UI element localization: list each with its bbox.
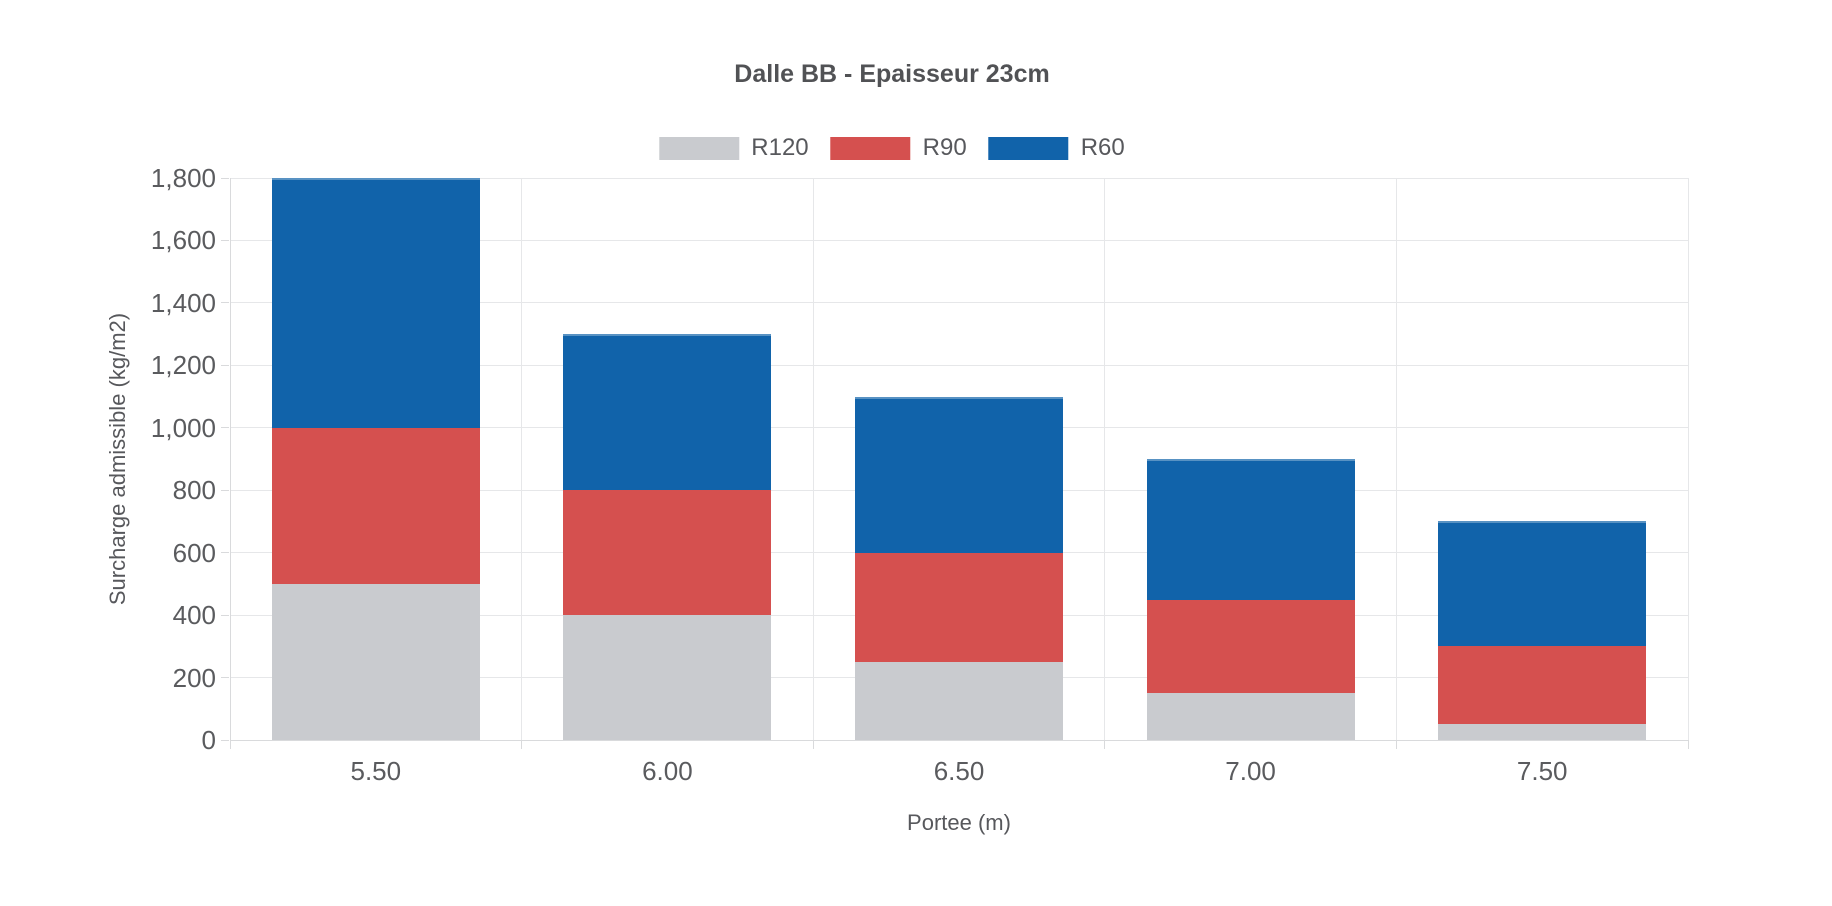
y-tick-mark-0 xyxy=(221,739,229,741)
legend-item-R60: R60 xyxy=(988,134,1125,162)
x-tick-mark-4 xyxy=(1395,740,1397,749)
y-tick-label-600: 600 xyxy=(172,537,216,568)
y-tick-mark-800 xyxy=(221,489,229,491)
bar-segment-R90-7.00 xyxy=(1146,599,1355,694)
y-gridline-1400 xyxy=(230,302,1688,304)
chart-title: Dalle BB - Epaisseur 23cm xyxy=(734,60,1050,88)
y-tick-mark-600 xyxy=(221,552,229,554)
y-tick-label-0: 0 xyxy=(201,725,216,755)
x-gridline-2 xyxy=(812,178,814,740)
legend-item-R90: R90 xyxy=(830,134,967,162)
y-axis-title: Surcharge admissible (kg/m2) xyxy=(105,312,130,606)
legend-swatch-R60 xyxy=(988,136,1069,160)
legend-label-R60: R60 xyxy=(1080,134,1125,161)
x-tick-label-5.50: 5.50 xyxy=(350,756,402,786)
bar-segment-R120-6.00 xyxy=(563,615,772,740)
y-tick-label-200: 200 xyxy=(172,662,216,693)
y-gridline-1800 xyxy=(230,177,1688,179)
x-tick-mark-1 xyxy=(521,740,523,749)
y-tick-mark-1000 xyxy=(221,427,229,429)
bar-segment-R120-7.50 xyxy=(1438,724,1647,740)
y-gridline-0 xyxy=(230,739,1688,741)
y-gridline-1200 xyxy=(230,364,1688,366)
bar-segment-R120-5.50 xyxy=(271,583,480,740)
bar-segment-R60-5.50 xyxy=(271,178,480,428)
y-tick-mark-1600 xyxy=(221,239,229,241)
y-tick-label-800: 800 xyxy=(172,475,216,506)
y-tick-mark-200 xyxy=(221,677,229,679)
y-tick-label-1600: 1,600 xyxy=(150,225,216,256)
bar-segment-R60-7.00 xyxy=(1146,459,1355,600)
chart-legend: R120 R90 R60 xyxy=(659,134,1125,162)
x-tick-label-7.00: 7.00 xyxy=(1225,756,1276,786)
y-tick-label-1200: 1,200 xyxy=(150,350,216,381)
x-axis-title: Portee (m) xyxy=(907,810,1011,835)
y-tick-label-1000: 1,000 xyxy=(150,412,216,443)
bar-segment-R60-6.50 xyxy=(855,396,1063,553)
x-tick-mark-3 xyxy=(1104,740,1106,749)
legend-label-R120: R120 xyxy=(751,134,809,161)
x-gridline-1 xyxy=(521,178,523,740)
x-tick-mark-5 xyxy=(1687,740,1689,749)
legend-swatch-R120 xyxy=(659,136,740,160)
legend-label-R90: R90 xyxy=(922,134,967,161)
y-tick-mark-1200 xyxy=(221,364,229,366)
bar-segment-R120-6.50 xyxy=(855,661,1063,740)
bar-segment-R60-7.50 xyxy=(1438,521,1647,647)
y-tick-label-1400: 1,400 xyxy=(150,287,216,318)
x-gridline-4 xyxy=(1395,178,1397,740)
bar-segment-R90-5.50 xyxy=(271,427,480,584)
x-gridline-0 xyxy=(229,178,231,740)
bar-segment-R90-6.00 xyxy=(563,490,772,616)
x-tick-mark-0 xyxy=(229,740,231,749)
x-tick-mark-2 xyxy=(812,740,814,749)
bar-segment-R90-6.50 xyxy=(855,552,1063,662)
y-tick-mark-1800 xyxy=(221,177,229,179)
y-gridline-1600 xyxy=(230,239,1688,241)
y-tick-label-1800: 1,800 xyxy=(150,163,216,193)
y-tick-label-400: 400 xyxy=(172,600,216,631)
bar-segment-R120-7.00 xyxy=(1146,693,1355,740)
bar-segment-R60-6.00 xyxy=(563,334,772,491)
x-gridline-3 xyxy=(1104,178,1106,740)
legend-item-R120: R120 xyxy=(659,134,809,162)
legend-swatch-R90 xyxy=(830,136,911,160)
x-gridline-5 xyxy=(1687,178,1689,740)
x-tick-label-7.50: 7.50 xyxy=(1516,756,1568,786)
plot-area xyxy=(221,177,1689,749)
y-tick-mark-400 xyxy=(221,614,229,616)
y-tick-mark-1400 xyxy=(221,302,229,304)
x-tick-label-6.00: 6.00 xyxy=(642,756,693,786)
x-tick-label-6.50: 6.50 xyxy=(933,756,985,786)
bar-segment-R90-7.50 xyxy=(1438,646,1647,725)
